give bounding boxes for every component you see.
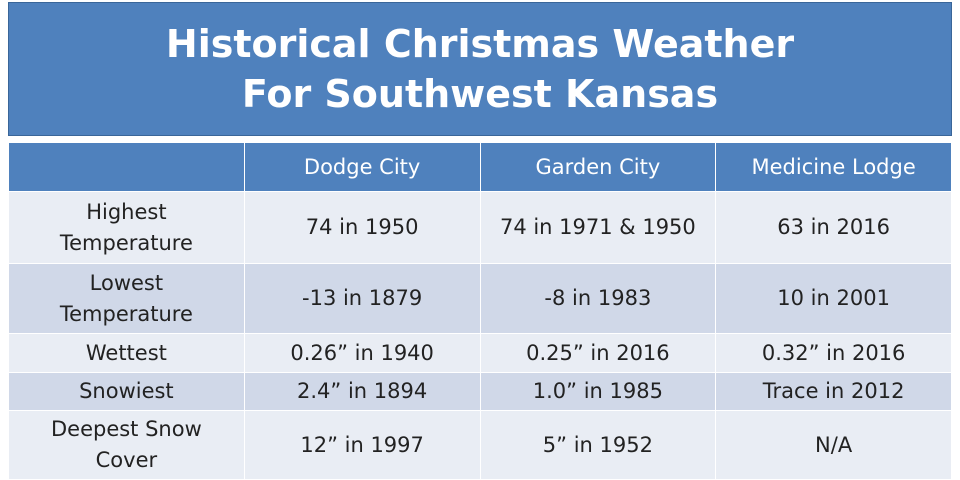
row-label-line: Deepest Snow — [50, 417, 202, 441]
row-label: Deepest Snow Cover — [8, 410, 245, 480]
title-line: For Southwest Kansas — [241, 72, 719, 116]
table-row: Snowiest 2.4” in 1894 1.0” in 1985 Trace in… — [8, 372, 952, 411]
table-row: Highest Temperature 74 in 1950 74 in 1971 &… — [8, 191, 952, 264]
table-cell: 12” in 1997 — [243, 410, 481, 480]
row-label: Wettest — [8, 333, 245, 373]
row-label: Lowest Temperature — [8, 263, 245, 334]
title-banner: Historical Christmas Weather For Southwes… — [8, 2, 952, 136]
table-cell: 0.32” in 2016 — [715, 333, 952, 373]
table-cell: 5” in 1952 — [479, 410, 717, 480]
weather-table: Dodge City Garden City Medicine Lodge High… — [8, 142, 952, 480]
row-label-line: Highest — [86, 199, 167, 224]
row-label-line: Wettest — [85, 340, 167, 365]
column-header: Medicine Lodge — [715, 142, 952, 192]
table-row: Wettest 0.26” in 1940 0.25” in 2016 0.32” i… — [8, 333, 952, 373]
corner-cell — [8, 142, 245, 192]
table-row: Deepest Snow Cover 12” in 1997 5” in 1952 N/… — [8, 410, 952, 480]
table-row: Lowest Temperature -13 in 1879 -8 in 1983 10… — [8, 263, 952, 334]
row-label-line: Cover — [95, 448, 158, 472]
column-header: Garden City — [479, 142, 717, 192]
table-cell: 74 in 1971 & 1950 — [479, 191, 717, 264]
table-cell: 2.4” in 1894 — [243, 372, 481, 411]
table-cell: 0.25” in 2016 — [479, 333, 717, 373]
table-cell: 0.26” in 1940 — [243, 333, 481, 373]
row-label: Highest Temperature — [8, 191, 245, 264]
title-line: Historical Christmas Weather — [165, 22, 795, 66]
slide: Historical Christmas Weather For Southwes… — [8, 2, 952, 480]
table-cell: -8 in 1983 — [479, 263, 717, 334]
table-cell: -13 in 1879 — [243, 263, 481, 334]
table-cell: 74 in 1950 — [243, 191, 481, 264]
column-header: Dodge City — [243, 142, 481, 192]
table-cell: 1.0” in 1985 — [479, 372, 717, 411]
header-row: Dodge City Garden City Medicine Lodge — [8, 142, 952, 192]
row-label-line: Lowest — [89, 270, 164, 295]
row-label-line: Temperature — [59, 230, 193, 255]
table-cell: N/A — [715, 410, 952, 480]
row-label-line: Snowiest — [79, 379, 174, 403]
table-cell: 10 in 2001 — [715, 263, 952, 334]
table-cell: 63 in 2016 — [715, 191, 952, 264]
row-label: Snowiest — [8, 372, 245, 411]
table-cell: Trace in 2012 — [715, 372, 952, 411]
row-label-line: Temperature — [59, 301, 193, 326]
